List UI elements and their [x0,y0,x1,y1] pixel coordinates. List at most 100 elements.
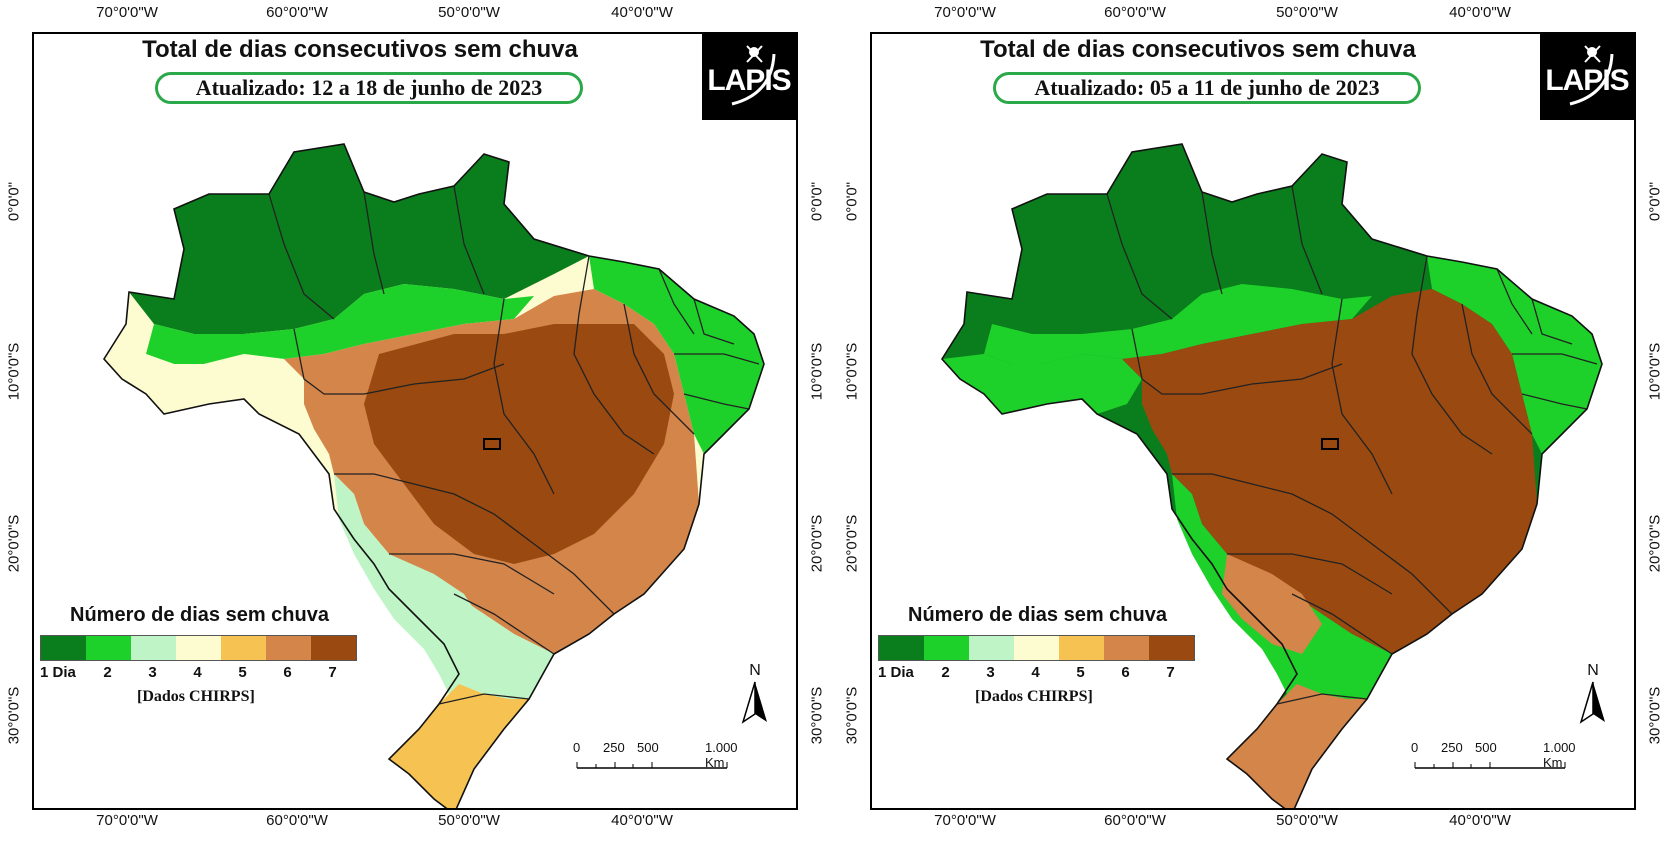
scale-bar: 0 250 500 1.000 Km [573,740,738,770]
map-panel-right: Total de dias consecutivos sem chuva Atu… [838,0,1676,845]
dry-days-region-3 [589,256,764,454]
legend-label-6: 6 [283,664,292,681]
state-border-14 [1521,393,1588,410]
legend-label-4: 4 [193,664,202,681]
dry-days-region-8 [384,554,484,654]
north-label: N [749,662,761,679]
legend-swatch-3 [131,636,176,660]
dry-days-region-0 [967,144,1427,334]
legend-label-1: 1 Dia [40,664,76,681]
state-border-5 [1411,255,1493,455]
dry-days-region-1 [984,284,1372,364]
legend-swatch-5 [1059,636,1104,660]
state-border-10 [1291,593,1393,655]
dry-days-region-6 [389,684,529,808]
lat-tick-right-0: 0°0'0" [808,181,826,222]
legend-swatch-1 [879,636,924,660]
legend-swatch-6 [1104,636,1149,660]
state-border-1 [1201,191,1223,295]
lat-tick-right-0: 0°0'0" [1646,181,1664,222]
legend-labels: 1 Dia 2 3 4 5 6 7 [40,664,355,681]
map-title: Total de dias consecutivos sem chuva [980,36,1416,63]
lat-tick-left-1: 10°0'0"S [843,342,861,401]
legend-swatch-2 [924,636,969,660]
state-border-5 [573,255,655,455]
map-frame [870,32,1636,810]
legend-label-2: 2 [103,664,112,681]
state-border-13 [693,298,735,345]
state-border-3 [493,298,555,495]
country-border [941,143,1603,808]
legend-title: Número de dias sem chuva [908,604,1167,626]
legend-swatch-2 [86,636,131,660]
scale-label-1: 250 [603,740,625,755]
federal-district-outline [483,438,501,450]
lon-tick-top-1: 60°0'0"W [1104,4,1166,21]
legend-label-4: 4 [1031,664,1040,681]
scale-bar: 0 250 500 1.000 Km [1411,740,1576,770]
legend-labels: 1 Dia 2 3 4 5 6 7 [878,664,1193,681]
state-border-11 [1276,693,1368,705]
lapis-logo: LAPIS [1540,34,1634,120]
legend-source: [Dados CHIRPS] [137,688,255,705]
lon-tick-top-2: 50°0'0"W [438,4,500,21]
legend-label-7: 7 [1166,664,1175,681]
legend-title: Número de dias sem chuva [70,604,329,626]
legend-swatch-3 [969,636,1014,660]
scale-label-0: 0 [573,740,581,755]
legend-label-7: 7 [328,664,337,681]
lat-tick-left-2: 20°0'0"S [843,514,861,573]
scale-label-2: 500 [637,740,659,755]
lat-tick-left-2: 20°0'0"S [5,514,23,573]
state-border-4 [1131,328,1343,395]
lat-tick-left-1: 10°0'0"S [5,342,23,401]
lon-tick-bottom-3: 40°0'0"W [1449,812,1511,829]
lat-tick-right-3: 30°0'0"S [808,686,826,745]
lat-tick-right-1: 10°0'0"S [808,342,826,401]
scale-label-3: 1.000 Km [1543,740,1576,770]
state-border-2 [1291,185,1323,295]
state-border-9 [1227,553,1393,595]
legend-label-2: 2 [941,664,950,681]
lapis-logo: LAPIS [702,34,796,120]
brazil-map [103,143,765,808]
state-border-14 [683,393,750,410]
legend-swatch-6 [266,636,311,660]
legend-label-1: 1 Dia [878,664,914,681]
scale-label-0: 0 [1411,740,1419,755]
state-border-13 [1531,298,1573,345]
dry-days-region-0 [129,144,589,334]
lon-tick-bottom-0: 70°0'0"W [96,812,158,829]
scale-label-2: 500 [1475,740,1497,755]
state-border-8 [1172,473,1453,615]
north-label: N [1587,662,1599,679]
lon-tick-bottom-3: 40°0'0"W [611,812,673,829]
federal-district-outline [1321,438,1339,450]
map-subtitle: Atualizado: 05 a 11 de junho de 2023 [993,72,1421,104]
legend-label-6: 6 [1121,664,1130,681]
dry-days-region-3 [1427,256,1602,454]
brazil-map [941,143,1603,808]
legend-swatch-5 [221,636,266,660]
legend-label-3: 3 [148,664,157,681]
state-border-6 [1461,303,1533,435]
map-panel-left: Total de dias consecutivos sem chuva Atu… [5,4,826,829]
legend-label-3: 3 [986,664,995,681]
state-border-12 [658,268,695,335]
state-border-7 [674,353,760,365]
state-border-8 [334,473,615,615]
lat-tick-right-2: 20°0'0"S [1646,514,1664,573]
lon-tick-top-2: 50°0'0"W [1276,4,1338,21]
lon-tick-top-1: 60°0'0"W [266,4,328,21]
lat-tick-left-0: 0°0'0" [843,181,861,222]
dry-days-region-2 [104,354,304,414]
dry-days-region-7 [1202,324,1512,564]
lat-tick-left-3: 30°0'0"S [843,686,861,745]
dry-days-region-7 [364,324,674,564]
lon-tick-top-0: 70°0'0"W [96,4,158,21]
dry-days-region-2 [942,354,1142,414]
state-border-2 [453,185,485,295]
state-border-11 [438,693,530,705]
state-border-0 [268,193,335,320]
state-border-3 [1331,298,1393,495]
